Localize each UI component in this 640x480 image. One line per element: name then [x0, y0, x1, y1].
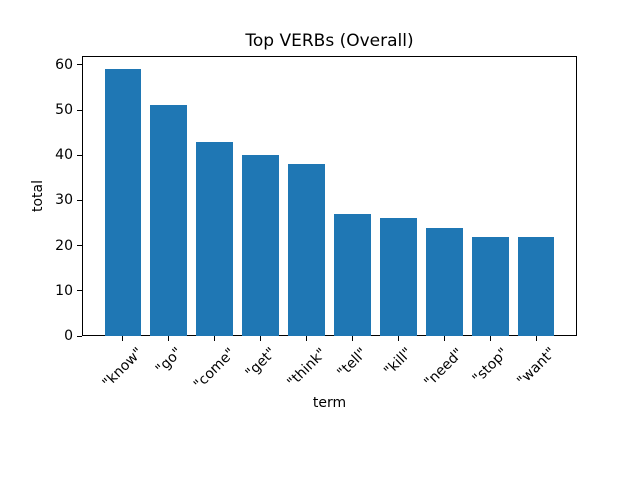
- x-tick-mark: [351, 336, 353, 341]
- x-tick-label: "know": [99, 345, 147, 392]
- x-axis-label: term: [312, 395, 347, 411]
- bar-kill: [380, 218, 417, 336]
- y-tick-mark: [77, 64, 82, 66]
- y-tick-label: 40: [55, 147, 73, 164]
- x-tick-label: "tell": [334, 345, 371, 381]
- x-tick-mark: [535, 336, 537, 341]
- y-tick-mark: [77, 290, 82, 292]
- x-tick-label: "go": [152, 344, 186, 378]
- x-tick-label: "stop": [469, 344, 512, 387]
- bar-come: [196, 141, 234, 336]
- x-tick-label: "need": [421, 345, 467, 391]
- x-tick-label: "get": [242, 345, 279, 382]
- bar-need: [425, 227, 463, 336]
- x-tick-label: "want": [513, 344, 559, 390]
- x-tick-mark: [489, 336, 491, 341]
- bar-want: [517, 236, 555, 336]
- x-tick-mark: [214, 336, 216, 341]
- x-tick-label: "think": [283, 344, 330, 391]
- y-tick-mark: [77, 245, 82, 247]
- y-tick-mark: [77, 109, 82, 111]
- chart-title: Top VERBs (Overall): [245, 31, 414, 51]
- bar-think: [288, 164, 325, 336]
- bar-tell: [334, 213, 371, 336]
- y-tick-mark: [77, 335, 82, 337]
- y-tick-label: 60: [55, 56, 73, 73]
- y-tick-label: 0: [64, 328, 73, 344]
- x-tick-mark: [306, 336, 308, 341]
- y-tick-label: 30: [55, 192, 73, 209]
- y-tick-mark: [77, 199, 82, 201]
- bar-stop: [471, 236, 509, 336]
- x-tick-mark: [443, 336, 445, 341]
- x-tick-mark: [168, 336, 170, 341]
- bar-know: [104, 69, 142, 336]
- x-tick-mark: [122, 336, 124, 341]
- x-tick-label: "kill": [381, 345, 416, 380]
- y-tick-label: 20: [55, 237, 73, 254]
- y-tick-label: 10: [55, 282, 73, 299]
- y-tick-label: 50: [55, 102, 73, 118]
- bar-get: [242, 155, 279, 336]
- x-tick-mark: [397, 336, 399, 341]
- y-tick-mark: [77, 154, 82, 156]
- bar-go: [150, 105, 188, 336]
- x-tick-mark: [260, 336, 262, 341]
- x-tick-label: "come": [191, 344, 239, 393]
- plot-area: [82, 56, 577, 336]
